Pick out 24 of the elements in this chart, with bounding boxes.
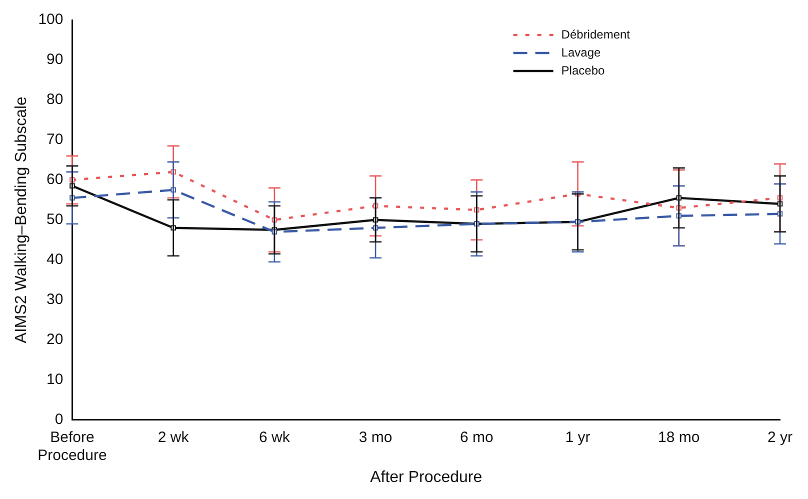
x-tick-label: 18 mo: [658, 428, 700, 446]
x-tick-label: 2 yr: [767, 428, 793, 446]
x-tick-label: 6 wk: [259, 428, 290, 446]
y-tick-label: 40: [46, 251, 64, 268]
x-tick-label: 6 mo: [460, 428, 494, 446]
legend-label: Débridement: [561, 27, 631, 42]
y-tick-label: 100: [38, 11, 64, 28]
y-tick-label: 60: [46, 171, 64, 188]
y-tick-label: 30: [46, 291, 64, 308]
x-tick-label: 2 wk: [158, 428, 190, 446]
legend-label: Placebo: [561, 63, 605, 78]
x-axis-title: After Procedure: [370, 468, 482, 486]
y-axis-title: AIMS2 Walking–Bending Subscale: [13, 96, 30, 344]
y-tick-label: 90: [46, 51, 64, 68]
x-tick-label: 3 mo: [358, 428, 392, 446]
y-tick-label: 80: [46, 91, 64, 108]
y-tick-label: 10: [46, 370, 64, 388]
x-tick-label: Before Procedure: [38, 428, 107, 464]
legend-label: Lavage: [561, 45, 601, 60]
x-tick-label: 1 yr: [565, 428, 590, 446]
y-tick-label: 50: [46, 211, 64, 228]
y-tick-label: 70: [46, 131, 64, 148]
y-tick-label: 20: [46, 330, 64, 348]
y-tick-label: 0: [54, 410, 64, 428]
